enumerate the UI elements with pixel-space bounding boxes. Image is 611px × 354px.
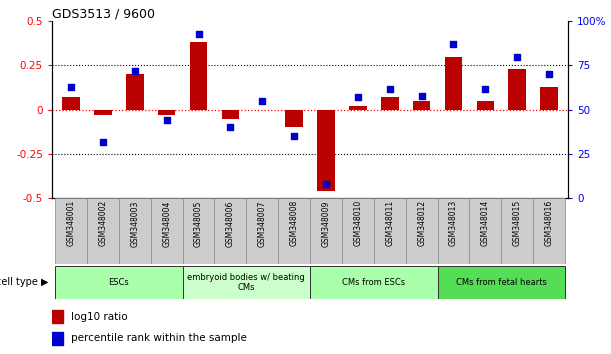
Bar xyxy=(381,97,398,110)
Bar xyxy=(310,198,342,264)
Point xyxy=(162,118,172,123)
Text: GSM348007: GSM348007 xyxy=(258,200,267,247)
Text: GSM348014: GSM348014 xyxy=(481,200,490,246)
Bar xyxy=(406,198,437,264)
Bar xyxy=(55,198,87,264)
Point xyxy=(385,86,395,91)
Bar xyxy=(374,198,406,264)
Bar xyxy=(190,42,207,110)
Text: GSM348013: GSM348013 xyxy=(449,200,458,246)
Bar xyxy=(55,266,183,299)
Bar xyxy=(508,69,526,110)
Text: GSM348004: GSM348004 xyxy=(162,200,171,247)
Bar xyxy=(62,97,80,110)
Point xyxy=(417,93,426,98)
Bar xyxy=(214,198,246,264)
Text: GSM348008: GSM348008 xyxy=(290,200,299,246)
Bar xyxy=(183,266,310,299)
Bar xyxy=(540,87,558,110)
Text: CMs from fetal hearts: CMs from fetal hearts xyxy=(456,278,547,287)
Point xyxy=(225,125,235,130)
Bar xyxy=(413,101,430,110)
Text: GSM348006: GSM348006 xyxy=(226,200,235,247)
Bar xyxy=(437,266,565,299)
Bar xyxy=(246,198,278,264)
Point xyxy=(130,68,140,74)
Text: cell type ▶: cell type ▶ xyxy=(0,277,49,287)
Bar xyxy=(310,266,437,299)
Bar xyxy=(342,198,374,264)
Text: embryoid bodies w/ beating
CMs: embryoid bodies w/ beating CMs xyxy=(188,273,306,292)
Bar xyxy=(222,110,239,119)
Point xyxy=(194,31,203,36)
Text: GSM348009: GSM348009 xyxy=(321,200,331,247)
Point xyxy=(353,95,363,100)
Text: GSM348015: GSM348015 xyxy=(513,200,522,246)
Bar xyxy=(533,198,565,264)
Point xyxy=(98,139,108,144)
Bar xyxy=(477,101,494,110)
Bar xyxy=(285,110,303,127)
Bar xyxy=(119,198,151,264)
Point xyxy=(289,133,299,139)
Point xyxy=(480,86,490,91)
Bar xyxy=(501,198,533,264)
Text: GSM348003: GSM348003 xyxy=(130,200,139,247)
Text: log10 ratio: log10 ratio xyxy=(71,312,128,321)
Bar xyxy=(317,110,335,191)
Text: GSM348012: GSM348012 xyxy=(417,200,426,246)
Bar xyxy=(151,198,183,264)
Text: percentile rank within the sample: percentile rank within the sample xyxy=(71,333,247,343)
Point xyxy=(257,98,267,104)
Point xyxy=(66,84,76,90)
Text: ESCs: ESCs xyxy=(109,278,130,287)
Bar xyxy=(183,198,214,264)
Text: GSM348002: GSM348002 xyxy=(98,200,108,246)
Bar xyxy=(437,198,469,264)
Bar xyxy=(469,198,501,264)
Text: GDS3513 / 9600: GDS3513 / 9600 xyxy=(52,7,155,20)
Point xyxy=(544,72,554,77)
Bar xyxy=(445,57,463,110)
Text: GSM348001: GSM348001 xyxy=(67,200,76,246)
Text: CMs from ESCs: CMs from ESCs xyxy=(342,278,405,287)
Bar xyxy=(158,110,175,115)
Text: GSM348005: GSM348005 xyxy=(194,200,203,247)
Bar xyxy=(52,332,64,345)
Point xyxy=(448,41,458,47)
Bar xyxy=(52,310,64,323)
Bar xyxy=(94,110,112,115)
Text: GSM348011: GSM348011 xyxy=(386,200,394,246)
Text: GSM348010: GSM348010 xyxy=(353,200,362,246)
Bar xyxy=(349,106,367,110)
Point xyxy=(321,181,331,187)
Text: GSM348016: GSM348016 xyxy=(544,200,554,246)
Point xyxy=(513,54,522,59)
Bar xyxy=(278,198,310,264)
Bar xyxy=(87,198,119,264)
Bar xyxy=(126,74,144,110)
